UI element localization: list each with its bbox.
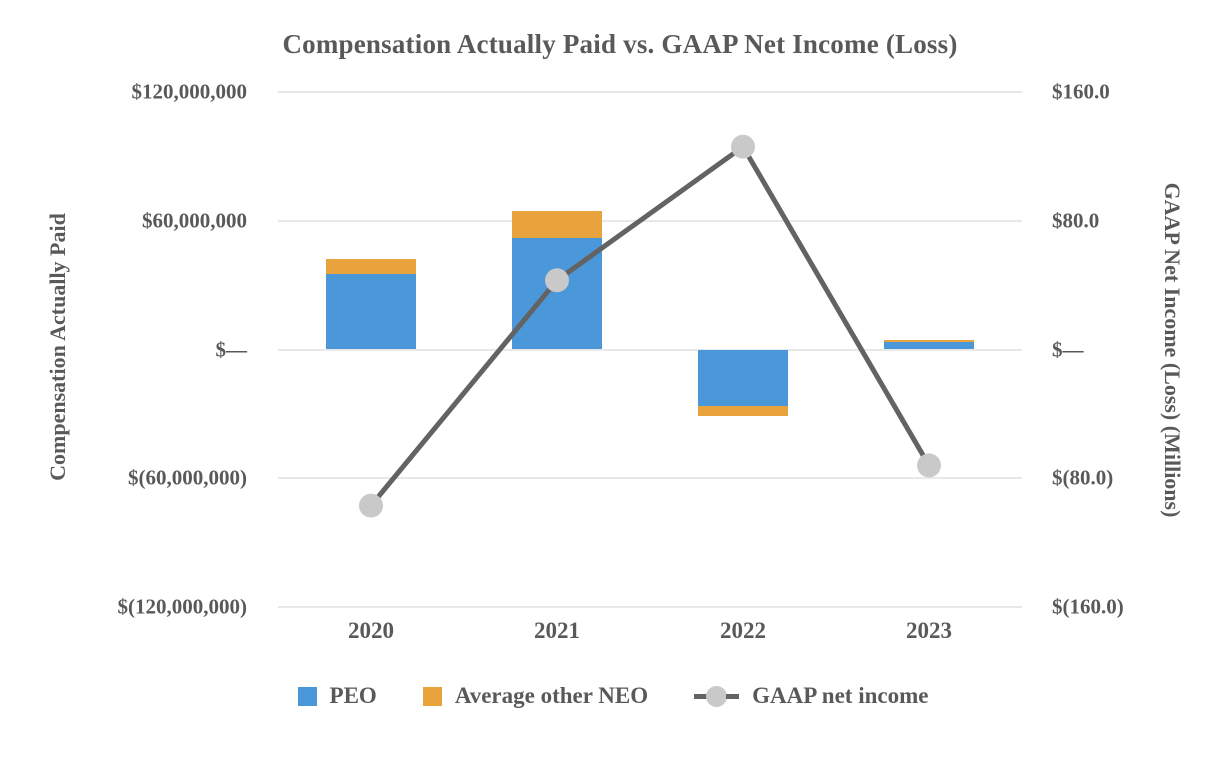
gaap-dash-left (694, 693, 708, 699)
chart-title: Compensation Actually Paid vs. GAAP Net … (282, 29, 958, 59)
x-label-2021: 2021 (534, 618, 580, 643)
tick-label: $— (1052, 337, 1084, 361)
bar-segment-peo-2020 (326, 274, 416, 350)
tick-label: $120,000,000 (131, 79, 248, 104)
neo-swatch-icon (422, 686, 442, 706)
tick-label: $60,000,000 (142, 208, 247, 233)
tick-label: $(60,000,000) (128, 465, 247, 490)
gaap-line (369, 143, 932, 508)
chart-legend: PEO Average other NEO GAAP net income (0, 683, 1226, 709)
gridline (278, 477, 1022, 480)
gridline (278, 606, 1022, 608)
bar-segment-peo-2022 (698, 349, 788, 407)
bar-segment-peo-2023 (884, 342, 974, 350)
bar-segment-average-other-neo-2020 (326, 259, 416, 275)
tick-label: $(120,000,000) (117, 594, 248, 619)
bar-segment-average-other-neo-2023 (884, 340, 974, 343)
bar-segment-average-other-neo-2021 (512, 211, 602, 238)
tick-label: $(80.0) (1052, 465, 1114, 490)
gridline (278, 219, 1022, 222)
right-axis-ticks: $160.0 $80.0 $— $(80.0) $(160.0) (1052, 80, 1226, 619)
peo-swatch-icon (297, 686, 317, 706)
tick-label: $80.0 (1052, 208, 1100, 233)
legend-label-peo: PEO (329, 683, 377, 708)
gaap-marker-2020 (359, 493, 383, 518)
gaap-marker-2023 (917, 453, 941, 478)
legend-label-neo: Average other NEO (454, 683, 649, 708)
gridline (278, 91, 1022, 93)
gridline (278, 348, 1022, 351)
legend-item-peo: PEO (297, 683, 377, 709)
x-label-2022: 2022 (720, 618, 766, 643)
gaap-circle (706, 685, 728, 707)
plot-area (278, 91, 1022, 608)
gaap-marker-2022 (731, 134, 755, 159)
x-label-2020: 2020 (348, 618, 394, 643)
gaap-line-marker-icon (694, 685, 740, 707)
tick-label: $(160.0) (1052, 594, 1124, 619)
tick-label: $— (215, 337, 248, 361)
bar-segment-average-other-neo-2022 (698, 406, 788, 417)
gaap-line-layer (359, 134, 941, 518)
gaap-dash-right (726, 693, 740, 699)
tick-label: $160.0 (1052, 79, 1110, 104)
x-label-2023: 2023 (906, 618, 952, 643)
gaap-marker-2021 (545, 268, 569, 293)
x-axis-labels: 2020 2021 2022 2023 (278, 618, 1022, 652)
legend-item-neo: Average other NEO (422, 683, 649, 709)
legend-label-gaap: GAAP net income (752, 683, 929, 708)
legend-item-gaap: GAAP net income (694, 683, 928, 709)
left-axis-ticks: $120,000,000 $60,000,000 $— $(60,000,000) $(… (0, 80, 248, 619)
